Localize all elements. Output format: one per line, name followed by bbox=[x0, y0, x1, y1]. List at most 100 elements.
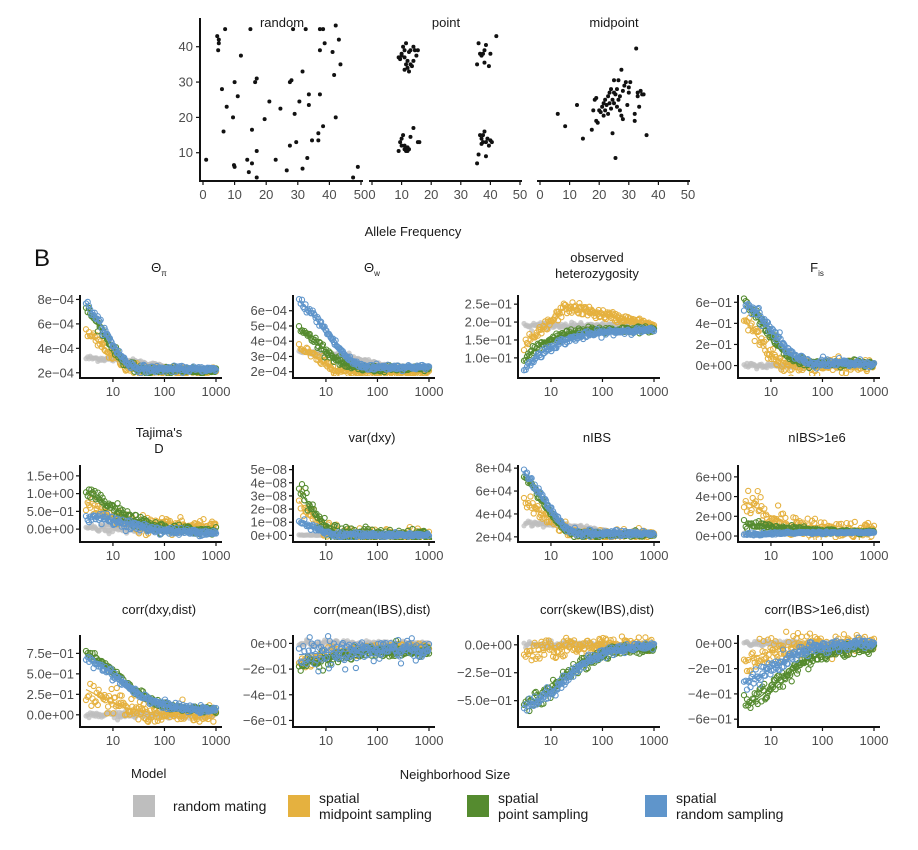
series-spatial-random-sampling bbox=[520, 324, 658, 374]
y-tick-label: 5e−04 bbox=[250, 318, 287, 333]
data-point bbox=[278, 106, 283, 111]
data-point bbox=[404, 62, 409, 67]
data-point bbox=[626, 90, 631, 95]
data-point bbox=[98, 520, 105, 528]
data-point bbox=[616, 78, 621, 83]
data-point bbox=[607, 101, 612, 106]
data-point bbox=[262, 117, 267, 122]
data-point bbox=[485, 136, 490, 141]
data-point bbox=[620, 117, 625, 122]
data-point bbox=[754, 305, 761, 313]
data-point bbox=[305, 156, 310, 161]
data-point bbox=[253, 80, 258, 85]
data-point bbox=[216, 37, 221, 42]
x-tick-label: 1000 bbox=[640, 548, 669, 563]
y-tick-label: 4e−01 bbox=[695, 316, 732, 331]
data-point bbox=[402, 55, 407, 60]
data-point bbox=[310, 138, 315, 143]
data-point bbox=[650, 327, 658, 335]
y-tick-label: 2e−04 bbox=[37, 365, 74, 380]
data-point bbox=[399, 143, 404, 148]
data-point bbox=[105, 354, 113, 361]
data-point bbox=[292, 111, 297, 116]
data-point bbox=[405, 58, 410, 63]
data-point bbox=[212, 366, 220, 373]
data-point bbox=[411, 58, 416, 63]
data-point bbox=[351, 175, 356, 180]
data-point bbox=[776, 329, 783, 336]
data-point bbox=[224, 104, 229, 109]
x-tick-label: 50 bbox=[354, 187, 368, 202]
data-point bbox=[303, 27, 308, 32]
data-point bbox=[223, 27, 228, 32]
x-tick-label: 100 bbox=[154, 384, 176, 399]
data-point bbox=[235, 94, 240, 99]
data-point bbox=[411, 126, 416, 130]
data-point bbox=[483, 42, 488, 47]
data-point bbox=[635, 94, 640, 99]
y-tick-label: 2.0e−01 bbox=[465, 315, 512, 330]
data-point bbox=[402, 67, 407, 72]
data-point bbox=[486, 143, 491, 148]
data-point bbox=[409, 64, 414, 69]
y-tick-label: 2e−08 bbox=[250, 502, 287, 517]
x-tick-label: 1000 bbox=[202, 384, 231, 399]
data-point bbox=[404, 41, 409, 46]
data-point bbox=[575, 310, 582, 317]
facet-title: point bbox=[432, 15, 461, 30]
y-tick-label: 0e+00 bbox=[695, 358, 732, 373]
data-point bbox=[598, 110, 603, 115]
data-point bbox=[644, 133, 649, 138]
data-point bbox=[617, 94, 622, 99]
data-point bbox=[622, 83, 627, 88]
x-tick-label: 100 bbox=[812, 384, 834, 399]
facet-title: observed bbox=[570, 250, 623, 265]
data-point bbox=[289, 78, 294, 83]
data-point bbox=[483, 154, 488, 159]
data-point bbox=[107, 337, 114, 345]
data-point bbox=[740, 307, 748, 314]
data-point bbox=[399, 53, 404, 58]
data-point bbox=[249, 161, 254, 166]
trend-line bbox=[298, 301, 429, 368]
data-point bbox=[85, 302, 93, 310]
data-point bbox=[297, 99, 302, 104]
facet-title: heterozygosity bbox=[555, 266, 639, 281]
data-point bbox=[163, 515, 170, 523]
data-point bbox=[538, 353, 545, 361]
data-point bbox=[316, 138, 321, 143]
panel-a-x-axis-label: Allele Frequency bbox=[365, 224, 462, 239]
data-point bbox=[543, 326, 551, 333]
data-point bbox=[332, 73, 337, 77]
data-point bbox=[486, 64, 491, 69]
data-point bbox=[305, 500, 312, 508]
x-tick-label: 40 bbox=[483, 187, 497, 202]
x-tick-label: 50 bbox=[681, 187, 695, 202]
data-point bbox=[520, 494, 528, 502]
data-point bbox=[405, 148, 410, 153]
data-point bbox=[534, 502, 541, 510]
trend-line bbox=[298, 520, 429, 536]
data-point bbox=[204, 157, 209, 162]
data-point bbox=[219, 87, 224, 92]
data-point bbox=[595, 120, 600, 125]
x-tick-label: 1000 bbox=[415, 548, 444, 563]
data-point bbox=[333, 115, 338, 120]
y-tick-label: 2e+04 bbox=[475, 529, 512, 544]
data-point bbox=[303, 489, 310, 497]
x-tick-label: 10 bbox=[394, 187, 408, 202]
data-point bbox=[594, 95, 599, 100]
data-point bbox=[334, 356, 341, 363]
data-point bbox=[200, 516, 207, 523]
data-point bbox=[398, 140, 403, 145]
data-point bbox=[481, 140, 485, 145]
y-tick-label: 3e−04 bbox=[250, 349, 287, 364]
data-point bbox=[533, 344, 540, 352]
y-tick-label: 6e−04 bbox=[250, 303, 287, 318]
data-point bbox=[297, 505, 304, 512]
